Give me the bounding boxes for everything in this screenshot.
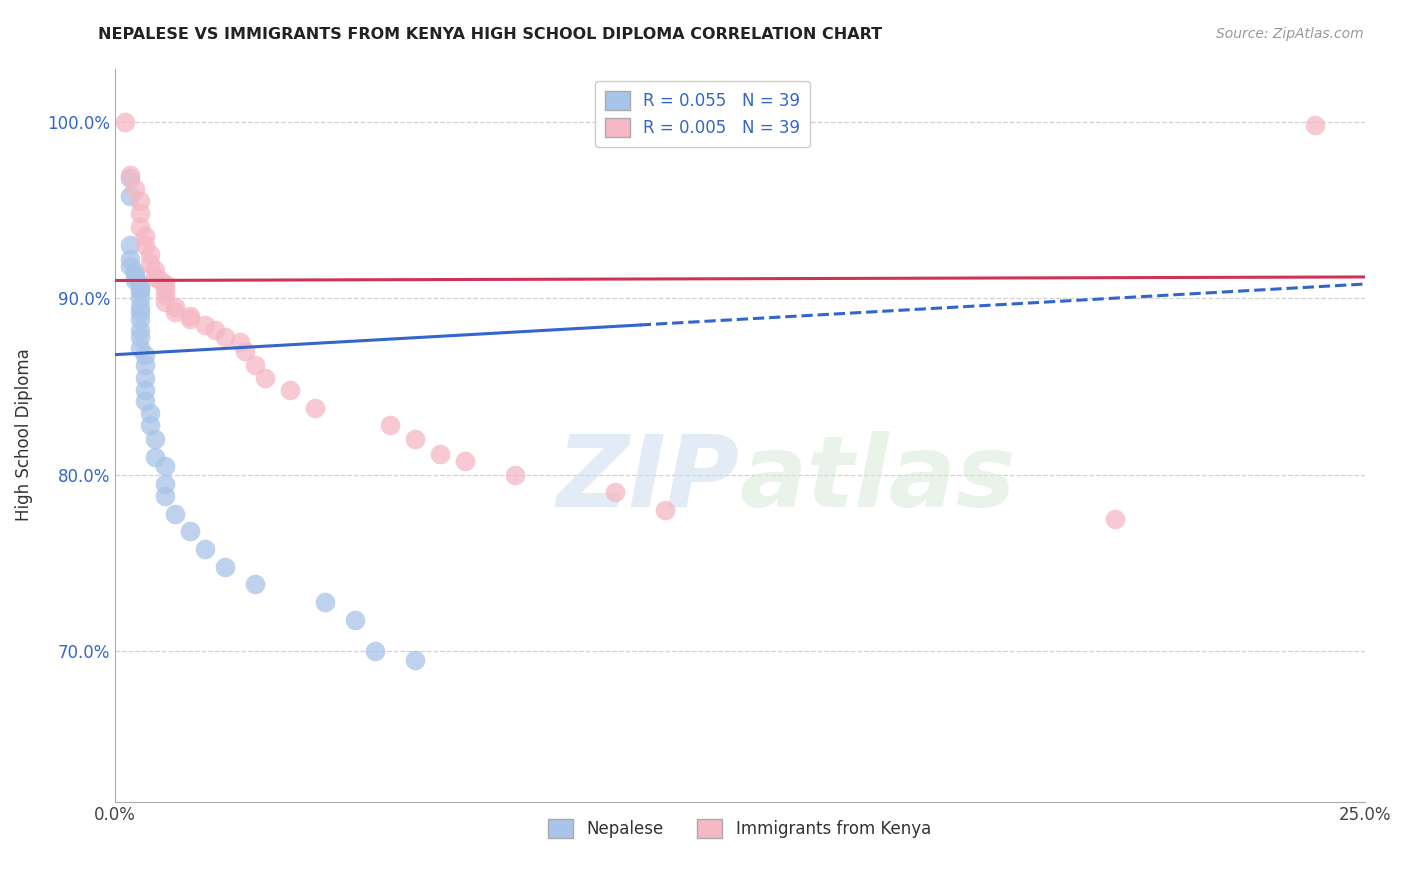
Point xyxy=(204,323,226,337)
Point xyxy=(404,653,426,667)
Point xyxy=(229,335,252,350)
Point xyxy=(118,238,141,252)
Point xyxy=(139,418,162,433)
Text: NEPALESE VS IMMIGRANTS FROM KENYA HIGH SCHOOL DIPLOMA CORRELATION CHART: NEPALESE VS IMMIGRANTS FROM KENYA HIGH S… xyxy=(98,27,883,42)
Point xyxy=(194,541,217,556)
Point xyxy=(243,577,266,591)
Point xyxy=(134,238,156,252)
Point xyxy=(114,114,136,128)
Point xyxy=(404,433,426,447)
Point xyxy=(128,341,150,355)
Point xyxy=(143,450,166,464)
Point xyxy=(278,383,301,397)
Point xyxy=(143,269,166,284)
Point xyxy=(253,370,276,384)
Point xyxy=(128,194,150,208)
Text: ZIP: ZIP xyxy=(557,431,740,527)
Point xyxy=(118,171,141,186)
Point xyxy=(163,300,186,314)
Legend: Nepalese, Immigrants from Kenya: Nepalese, Immigrants from Kenya xyxy=(541,812,938,845)
Point xyxy=(153,287,176,301)
Point xyxy=(124,265,146,279)
Point xyxy=(128,305,150,319)
Point xyxy=(233,344,256,359)
Point xyxy=(304,401,326,415)
Point xyxy=(243,359,266,373)
Point xyxy=(134,359,156,373)
Point xyxy=(128,312,150,326)
Point xyxy=(128,330,150,344)
Point xyxy=(124,268,146,283)
Point xyxy=(153,282,176,296)
Point xyxy=(1104,512,1126,526)
Point xyxy=(194,318,217,332)
Point xyxy=(149,273,172,287)
Point xyxy=(118,260,141,274)
Point xyxy=(139,406,162,420)
Point xyxy=(139,256,162,270)
Point xyxy=(163,305,186,319)
Point xyxy=(429,447,451,461)
Point xyxy=(454,453,477,467)
Point xyxy=(128,206,150,220)
Point xyxy=(214,559,236,574)
Point xyxy=(153,294,176,309)
Point xyxy=(124,181,146,195)
Point xyxy=(179,524,201,539)
Point xyxy=(503,467,526,482)
Point xyxy=(128,284,150,298)
Point xyxy=(179,309,201,323)
Point xyxy=(134,393,156,408)
Point xyxy=(118,252,141,267)
Text: atlas: atlas xyxy=(740,431,1017,527)
Point xyxy=(1303,118,1326,132)
Point xyxy=(134,229,156,244)
Point xyxy=(654,503,676,517)
Point xyxy=(153,277,176,291)
Point xyxy=(139,247,162,261)
Point xyxy=(128,280,150,294)
Point xyxy=(118,168,141,182)
Point xyxy=(128,291,150,305)
Point xyxy=(153,458,176,473)
Point xyxy=(128,220,150,235)
Point xyxy=(143,433,166,447)
Y-axis label: High School Diploma: High School Diploma xyxy=(15,349,32,522)
Point xyxy=(364,644,387,658)
Point xyxy=(343,613,366,627)
Point xyxy=(153,476,176,491)
Point xyxy=(128,300,150,314)
Point xyxy=(124,273,146,287)
Point xyxy=(134,348,156,362)
Point xyxy=(128,323,150,337)
Point xyxy=(378,418,401,433)
Point xyxy=(143,263,166,277)
Point xyxy=(118,188,141,202)
Point xyxy=(128,277,150,291)
Point xyxy=(163,507,186,521)
Text: Source: ZipAtlas.com: Source: ZipAtlas.com xyxy=(1216,27,1364,41)
Point xyxy=(134,370,156,384)
Point xyxy=(603,485,626,500)
Point xyxy=(214,330,236,344)
Point xyxy=(153,489,176,503)
Point xyxy=(179,312,201,326)
Point xyxy=(314,595,336,609)
Point xyxy=(134,383,156,397)
